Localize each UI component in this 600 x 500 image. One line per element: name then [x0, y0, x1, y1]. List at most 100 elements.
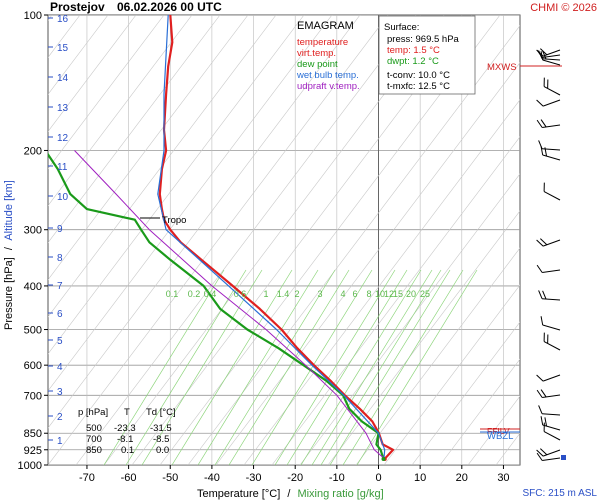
dry-adiabat-line: [355, 247, 520, 465]
wind-barb-feather: [540, 389, 547, 398]
sfc-label: SFC: 215 m ASL: [523, 488, 598, 499]
mixing-ratio-line: [171, 269, 293, 465]
mixing-ratio-line: [103, 269, 225, 465]
dry-adiabat-line: [48, 15, 137, 132]
wind-barb-shaft: [542, 269, 561, 274]
mixing-ratio-label: 1: [263, 289, 268, 299]
dry-adiabat-line: [48, 15, 277, 318]
dry-adiabat-line: [271, 136, 520, 465]
wind-barb-shaft: [543, 86, 561, 96]
altitude-tick-label: 12: [57, 133, 69, 144]
surface-dwpt: dwpt: 1.2 °C: [387, 56, 439, 67]
mixing-ratio-lines: [103, 269, 478, 465]
legend: EMAGRAM temperature virt.temp. dew point…: [296, 20, 360, 92]
wind-barb-shaft: [543, 191, 561, 201]
mixing-ratio-label: 3: [317, 289, 322, 299]
wind-barb-shaft: [542, 298, 561, 301]
mixing-ratio-label: 20: [406, 289, 416, 299]
pressure-tick-label: 600: [24, 360, 42, 372]
table-row-500-t: -23.3: [114, 423, 136, 434]
wind-barb-shaft: [542, 413, 561, 416]
temperature-tick-label: 30: [497, 472, 509, 484]
wind-barb-shaft: [542, 239, 561, 247]
legend-item-temperature: temperature: [297, 37, 348, 48]
altitude-tick-label: 8: [57, 253, 63, 264]
pressure-tick-label: 200: [24, 145, 42, 157]
wind-barb-feather: [536, 449, 544, 457]
wind-barb: [536, 264, 561, 274]
wind-barb-shaft: [542, 374, 561, 382]
dry-adiabat-line: [48, 15, 165, 170]
mixing-ratio-label: 8: [366, 289, 371, 299]
wind-barb-shaft: [542, 154, 561, 161]
wind-barb-feather: [544, 147, 548, 157]
altitude-tick-label: 14: [57, 73, 69, 84]
mixing-ratio-label: 12: [384, 289, 394, 299]
wind-barb-feather: [536, 239, 544, 247]
surface-tmxfc: t-mxfc: 12.5 °C: [387, 81, 450, 92]
mixing-ratio-line: [300, 269, 422, 465]
mxws-label: MXWS: [487, 62, 517, 73]
wind-barb-feather: [540, 119, 547, 128]
dry-adiabat-line: [48, 15, 193, 207]
wind-barb-shaft: [543, 431, 561, 441]
table-row-700-t: -8.1: [117, 434, 133, 445]
wind-barb: [536, 119, 561, 129]
mixing-ratio-label: 1.4: [277, 289, 290, 299]
legend-item-wet-bulb: wet bulb temp.: [296, 70, 359, 81]
levels-table: p [hPa] T Td [°C] 500 -23.3 -31.5 700 -8…: [78, 407, 176, 456]
wind-barb-feather: [538, 405, 543, 414]
table-row-700-p: 700: [86, 434, 102, 445]
series-wet-bulb-temp: [157, 15, 386, 459]
temperature-tick-label: -70: [79, 472, 95, 484]
y-axis-label: Pressure [hPa] / Altitude [km]: [3, 180, 15, 330]
mixing-ratio-axis-label: Mixing ratio [g/kg]: [297, 488, 383, 500]
station-name: Prostejov: [50, 0, 105, 14]
wind-barb-shaft: [542, 59, 561, 66]
mixing-ratio-label: 15: [393, 289, 403, 299]
wind-barb: [536, 452, 561, 462]
pressure-axis-label: Pressure [hPa]: [3, 257, 15, 330]
table-row-700-td: -8.5: [153, 434, 169, 445]
table-row-500-p: 500: [86, 423, 102, 434]
pressure-tick-label: 850: [24, 428, 42, 440]
wind-barb: [540, 316, 561, 331]
surface-wind-marker: [561, 455, 566, 460]
dry-adiabat-line: [327, 210, 520, 465]
wind-barb-feather: [540, 146, 544, 156]
wind-barb-shaft: [542, 424, 561, 431]
altitude-tick-label: 4: [57, 362, 63, 373]
wind-barb: [540, 416, 561, 431]
wind-barb-shaft: [542, 99, 561, 107]
x-axis-label-separator: /: [287, 488, 291, 500]
dry-adiabat-line: [580, 15, 600, 465]
pressure-tick-label: 925: [24, 445, 42, 457]
temperature-tick-label: -60: [121, 472, 137, 484]
sounding-datetime: 06.02.2026 00 UTC: [117, 0, 222, 14]
y-axis-label-separator: /: [3, 246, 15, 250]
altitude-tick-label: 10: [57, 192, 69, 203]
mixing-ratio-line: [125, 269, 247, 465]
wind-barb-feather: [540, 238, 548, 246]
mixing-ratio-line: [251, 269, 373, 465]
wind-barb-feather: [540, 448, 548, 456]
mixing-ratio-label: 2: [294, 289, 299, 299]
wind-barb-feather: [540, 416, 544, 426]
temperature-tick-label: 0: [375, 472, 381, 484]
wind-barb-shaft: [542, 58, 561, 61]
wind-barb-shaft: [542, 449, 561, 457]
surface-press: press: 969.5 hPa: [387, 34, 460, 45]
legend-title: EMAGRAM: [297, 20, 354, 32]
temperature-tick-label: -50: [162, 472, 178, 484]
table-header-p: p [hPa]: [78, 407, 108, 418]
dry-adiabat-line: [75, 15, 417, 465]
temperature-tick-label: 10: [414, 472, 426, 484]
svg-text:Pressure [hPa] / A: Pressure [hPa] / Altitude [km]: [3, 180, 15, 330]
wind-barb: [536, 374, 561, 382]
mixing-ratio-line: [286, 269, 408, 465]
wind-barb-feather: [542, 290, 547, 300]
wind-barb-feather: [544, 417, 548, 427]
wind-barb-feather: [538, 140, 543, 149]
mixing-ratio-line: [141, 269, 263, 465]
